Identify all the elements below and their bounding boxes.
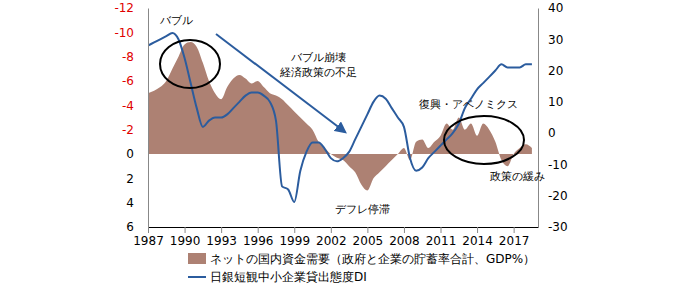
x-axis: 1987 1990 1993 1996 1999 2002 2005 2008 2011 2014…	[133, 227, 538, 248]
tick-label: -4	[122, 99, 134, 113]
tick-mark	[441, 227, 442, 233]
tick: -10	[114, 26, 148, 40]
tick: -6	[122, 74, 148, 88]
tick-mark	[148, 227, 149, 233]
tick-label: 6	[126, 220, 134, 234]
tick: -12	[114, 1, 148, 15]
tick-label: -20	[548, 189, 568, 203]
trend-arrow	[216, 34, 345, 132]
tick-mark	[367, 227, 368, 233]
tick: 2	[126, 172, 148, 186]
tick-label: 40	[548, 1, 563, 15]
tick: 1987	[133, 227, 164, 248]
legend-label: 日銀短観中小企業貸出態度DI	[210, 270, 367, 284]
decorations	[160, 34, 524, 164]
tick: 2014	[462, 227, 493, 248]
tick: 0	[126, 147, 148, 161]
tick: 1996	[243, 227, 274, 248]
tick-label: -2	[122, 123, 134, 137]
highlight-ellipse	[444, 116, 524, 164]
tick-label: 30	[548, 33, 563, 47]
tick: -4	[122, 99, 148, 113]
y-axis-left: -12 -10 -8 -6 -4 -2 0 2 4 6	[114, 1, 148, 234]
legend: ネットの国内資金需要（政府と企業の貯蓄率合計、GDP%） 日銀短観中小企業貸出態度…	[188, 252, 535, 284]
legend-swatch	[188, 276, 206, 278]
tick-mark	[221, 227, 222, 233]
annotation: 経済政策の不足	[279, 66, 357, 79]
tick: 10	[538, 95, 563, 109]
tick-mark	[477, 227, 478, 233]
tick-label: 1993	[206, 234, 237, 248]
tick-label: 0	[548, 126, 556, 140]
highlight-ellipse	[160, 40, 220, 88]
tick-label: -8	[122, 50, 134, 64]
tick-label: 2011	[426, 234, 457, 248]
tick-label: 2	[126, 172, 134, 186]
area-series	[148, 42, 532, 190]
tick-label: 20	[548, 64, 563, 78]
tick: 2017	[499, 227, 530, 248]
annotation: 復興・アベノミクス	[419, 98, 518, 111]
chart: 1987199019931996199920022005200820112014…	[0, 0, 700, 289]
tick: -8	[122, 50, 148, 64]
tick-label: 2008	[389, 234, 420, 248]
tick-label: -30	[548, 220, 568, 234]
tick: -20	[538, 189, 568, 203]
tick: 4	[126, 196, 148, 210]
annotation: バブル崩壊	[290, 51, 346, 64]
tick: 40	[538, 1, 563, 15]
tick-label: 4	[126, 196, 134, 210]
plot-area	[148, 33, 532, 202]
annotation: デフレ停滞	[335, 203, 390, 216]
annotation: 政策の緩み	[490, 170, 545, 183]
tick-label: 0	[126, 147, 134, 161]
tick-mark	[294, 227, 295, 233]
tick: 2008	[389, 227, 420, 248]
axis-line	[149, 227, 539, 228]
legend-swatch	[188, 253, 206, 264]
axis-line	[538, 9, 539, 228]
line-series	[148, 33, 532, 202]
tick: -30	[538, 220, 568, 234]
tick-label: -10	[114, 26, 134, 40]
tick-label: 2002	[316, 234, 347, 248]
legend-label: ネットの国内資金需要（政府と企業の貯蓄率合計、GDP%）	[210, 252, 535, 266]
tick: 1990	[170, 227, 201, 248]
tick: 30	[538, 33, 563, 47]
tick-mark	[185, 227, 186, 233]
tick-label: 1996	[243, 234, 274, 248]
tick-label: 2005	[353, 234, 384, 248]
tick: 2002	[316, 227, 347, 248]
tick: -2	[122, 123, 148, 137]
tick: 0	[538, 126, 556, 140]
tick-label: 1999	[279, 234, 310, 248]
annotation: バブル	[159, 14, 193, 27]
tick-label: 2014	[462, 234, 493, 248]
tick: 20	[538, 64, 563, 78]
tick-label: -12	[114, 1, 134, 15]
tick-mark	[404, 227, 405, 233]
tick: 1999	[279, 227, 310, 248]
tick: 6	[126, 220, 148, 234]
tick-label: 1990	[170, 234, 201, 248]
y-axis-right: -30 -20 -10 0 10 20 30 40	[538, 1, 568, 234]
annotations: バブルバブル崩壊経済政策の不足デフレ停滞 復興・アベノミクス政策の緩み	[159, 14, 545, 216]
tick-mark	[258, 227, 259, 233]
tick: 1993	[206, 227, 237, 248]
tick-label: -10	[548, 158, 568, 172]
axis-line	[148, 9, 149, 228]
tick-mark	[514, 227, 515, 233]
tick-label: -6	[122, 74, 134, 88]
tick: 2011	[426, 227, 457, 248]
tick-label: 1987	[133, 234, 164, 248]
tick-label: 10	[548, 95, 563, 109]
tick-mark	[331, 227, 332, 233]
tick-label: 2017	[499, 234, 530, 248]
tick: 2005	[353, 227, 384, 248]
